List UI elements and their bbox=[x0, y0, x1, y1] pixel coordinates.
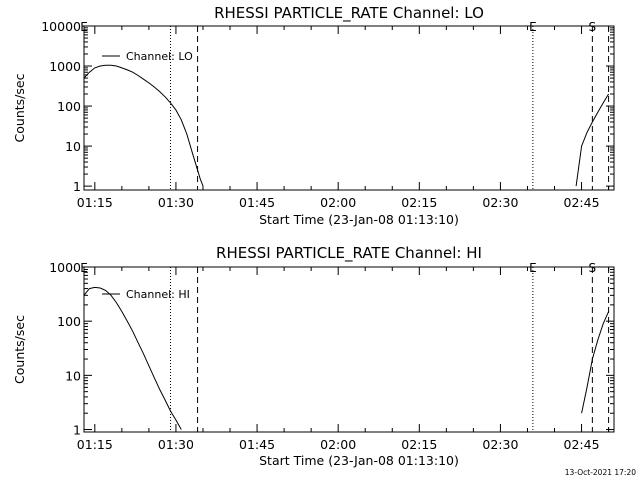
hi-y-tick-label: 1 bbox=[73, 423, 81, 438]
lo-marker-label: E bbox=[529, 20, 537, 34]
lo-x-tick-label: 02:00 bbox=[320, 195, 356, 210]
hi-series-line bbox=[83, 286, 182, 430]
hi-x-tick-label: 02:15 bbox=[401, 437, 437, 452]
hi-y-axis-label: Counts/sec bbox=[12, 315, 27, 384]
lo-series-line bbox=[83, 64, 204, 187]
hi-marker-label: E bbox=[80, 261, 88, 275]
hi-x-tick-label: 01:45 bbox=[239, 437, 275, 452]
hi-y-tick-label: 1000 bbox=[49, 260, 81, 275]
lo-x-tick-label: 01:45 bbox=[239, 195, 275, 210]
hi-x-tick-label: 02:45 bbox=[564, 437, 600, 452]
lo-x-tick-label: 02:15 bbox=[401, 195, 437, 210]
lo-x-axis-label: Start Time (23-Jan-08 01:13:10) bbox=[259, 212, 459, 227]
hi-x-tick-label: 02:30 bbox=[482, 437, 518, 452]
lo-y-tick-label: 10000 bbox=[41, 19, 81, 34]
hi-y-tick-label: 10 bbox=[65, 368, 81, 383]
lo-x-tick-label: 02:45 bbox=[564, 195, 600, 210]
lo-legend-label: Channel: LO bbox=[126, 50, 193, 63]
hi-marker-label: E bbox=[529, 261, 537, 275]
lo-marker-label: S bbox=[589, 20, 597, 34]
lo-x-tick-label: 01:15 bbox=[77, 195, 113, 210]
hi-channel-panel: RHESSI PARTICLE_RATE Channel: HI 01:15 01:… bbox=[12, 244, 615, 468]
hi-x-tick-label: 02:00 bbox=[320, 437, 356, 452]
hi-series-line bbox=[581, 311, 610, 414]
hi-x-tick-label: 01:15 bbox=[77, 437, 113, 452]
hi-y-tick-label: 100 bbox=[57, 314, 81, 329]
lo-y-tick-label: 1000 bbox=[49, 59, 81, 74]
lo-channel-panel: RHESSI PARTICLE_RATE Channel: LO 01:15 01:… bbox=[12, 4, 615, 227]
hi-chart-title: RHESSI PARTICLE_RATE Channel: HI bbox=[216, 244, 482, 263]
lo-y-axis-label: Counts/sec bbox=[12, 73, 27, 142]
lo-series-line bbox=[575, 93, 610, 187]
lo-y-tick-label: 10 bbox=[65, 139, 81, 154]
lo-chart-title: RHESSI PARTICLE_RATE Channel: LO bbox=[214, 4, 484, 23]
lo-x-tick-label: 01:30 bbox=[158, 195, 194, 210]
hi-x-axis-label: Start Time (23-Jan-08 01:13:10) bbox=[259, 453, 459, 468]
lo-marker-label: E bbox=[80, 20, 88, 34]
lo-y-tick-label: 1 bbox=[73, 179, 81, 194]
hi-marker-label: S bbox=[589, 261, 597, 275]
lo-y-tick-label: 100 bbox=[57, 99, 81, 114]
hi-x-tick-label: 01:30 bbox=[158, 437, 194, 452]
lo-x-tick-label: 02:30 bbox=[482, 195, 518, 210]
hi-legend-label: Channel: HI bbox=[126, 288, 190, 301]
timestamp-stamp: 13-Oct-2021 17:20 bbox=[565, 468, 636, 477]
